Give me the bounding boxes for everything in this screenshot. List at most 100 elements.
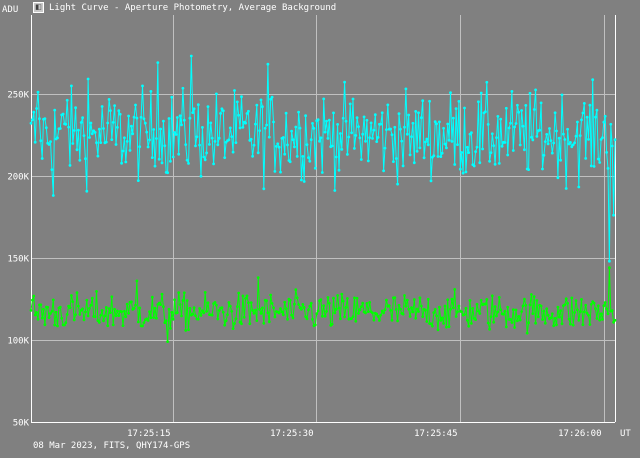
data-point (213, 301, 217, 304)
data-point (220, 107, 224, 111)
data-point (516, 319, 519, 323)
data-point (337, 168, 341, 172)
data-point (159, 127, 163, 131)
chart-icon[interactable]: ◧ (33, 2, 44, 13)
data-point (74, 313, 77, 316)
data-point (543, 321, 547, 325)
data-point (569, 141, 572, 144)
data-point (495, 314, 498, 318)
data-point (394, 157, 398, 160)
window-title: Light Curve - Aperture Photometry, Avera… (49, 3, 337, 13)
data-point (481, 147, 484, 151)
data-point (599, 312, 603, 316)
data-point (258, 307, 261, 311)
data-point (330, 322, 334, 326)
data-point (563, 303, 567, 307)
data-point (248, 322, 252, 326)
data-point (86, 77, 90, 81)
data-point (419, 304, 423, 308)
data-point (530, 135, 533, 139)
data-point (582, 102, 586, 105)
data-point (311, 122, 314, 125)
data-point (320, 314, 324, 318)
data-point (531, 312, 535, 315)
data-point (601, 318, 604, 321)
data-point (106, 324, 110, 328)
data-point (424, 140, 427, 144)
data-point (596, 304, 600, 308)
data-point (202, 311, 206, 315)
data-point (135, 116, 139, 120)
data-point (29, 309, 33, 312)
data-point (291, 316, 295, 320)
data-point (123, 309, 126, 313)
data-point (332, 296, 335, 300)
data-point (506, 305, 510, 309)
data-point (233, 89, 236, 92)
window-titlebar: ◧ Light Curve - Aperture Photometry, Ave… (0, 0, 640, 16)
data-point (401, 312, 405, 316)
data-point (421, 315, 425, 318)
data-point (130, 300, 133, 304)
data-point (227, 301, 231, 304)
data-point (265, 123, 268, 127)
data-point (316, 118, 320, 122)
data-point (496, 310, 500, 314)
data-point (33, 140, 37, 144)
data-point (99, 141, 103, 145)
data-point (366, 159, 370, 163)
data-point (431, 324, 434, 328)
data-point (454, 107, 458, 110)
data-point (99, 313, 103, 317)
data-point (530, 293, 533, 296)
data-point (509, 318, 512, 321)
data-point (521, 304, 525, 308)
data-point (511, 308, 515, 312)
data-point (132, 307, 136, 310)
series-0 (29, 54, 617, 263)
data-point (449, 91, 452, 95)
data-point (308, 304, 312, 308)
data-point (212, 162, 216, 166)
data-point (344, 306, 348, 309)
data-point (493, 305, 497, 309)
data-point (591, 78, 595, 82)
data-point (160, 161, 164, 165)
data-point (375, 140, 379, 144)
data-point (111, 323, 115, 327)
data-point (185, 299, 189, 302)
data-point (573, 141, 576, 145)
data-point (277, 145, 281, 149)
data-point (97, 321, 101, 324)
data-point (95, 290, 98, 293)
data-point (142, 117, 146, 121)
data-point (385, 298, 388, 302)
data-point (256, 151, 260, 155)
data-point (162, 119, 165, 123)
data-point (258, 129, 261, 133)
data-point (301, 155, 305, 158)
data-point (453, 163, 457, 166)
data-point (411, 310, 415, 314)
data-point (545, 307, 549, 311)
data-point (445, 325, 448, 329)
data-point (371, 137, 374, 140)
data-point (450, 140, 454, 143)
data-point (447, 138, 451, 142)
data-point (203, 158, 207, 162)
data-point (362, 115, 366, 119)
data-point (426, 143, 430, 147)
data-point (364, 311, 367, 315)
data-point (235, 305, 239, 308)
data-point (581, 111, 585, 115)
data-point (546, 142, 550, 146)
data-point (102, 127, 105, 130)
data-point (123, 136, 126, 140)
data-point (159, 303, 163, 306)
observation-info: 08 Mar 2023, FITS, QHY174-GPS (33, 441, 191, 451)
data-point (51, 194, 55, 197)
data-point (503, 141, 507, 144)
x-axis-label: UT (620, 429, 631, 439)
data-point (293, 302, 296, 306)
data-point (35, 311, 38, 314)
